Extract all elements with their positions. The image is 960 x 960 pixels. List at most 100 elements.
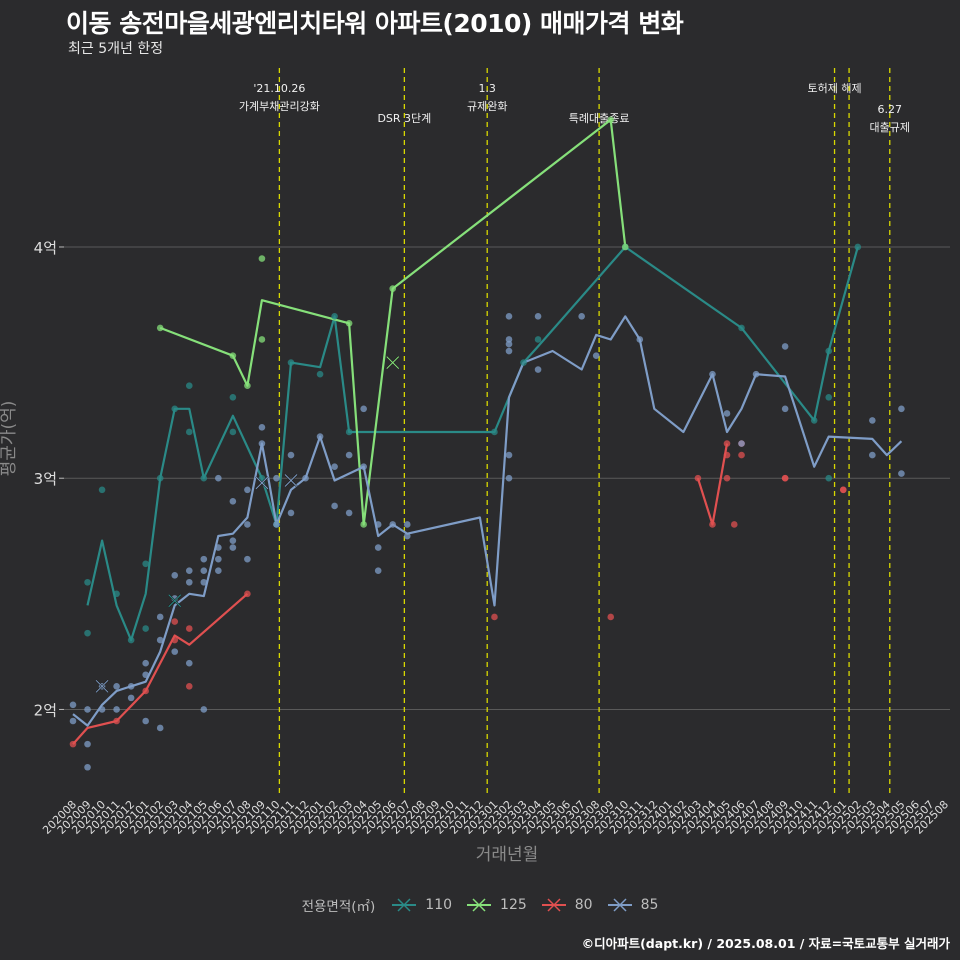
data-point-85 (258, 424, 266, 431)
data-point-110 (113, 590, 120, 598)
data-point-85 (389, 521, 397, 528)
data-point-85 (84, 706, 91, 713)
data-point-110 (98, 486, 106, 494)
y-tick-label: 4억 (34, 239, 57, 257)
x-marker-stroke (284, 474, 298, 487)
data-point-85 (345, 509, 353, 517)
legend-item-110[interactable]: 110 (391, 896, 452, 914)
data-point-110 (810, 417, 818, 424)
chart-title: 이동 송전마을세광엔리치타워 아파트(2010) 매매가격 변화 (66, 9, 684, 38)
data-point-85 (98, 706, 106, 713)
data-point-85 (898, 470, 905, 477)
data-point-85 (229, 537, 237, 544)
data-point-110 (345, 428, 353, 436)
data-point-85 (142, 671, 149, 679)
data-point-85 (403, 521, 411, 528)
data-point-80 (709, 521, 716, 528)
data-point-110 (491, 428, 498, 436)
data-point-125 (389, 285, 397, 292)
data-point-80 (607, 613, 615, 621)
data-point-85 (185, 567, 193, 575)
legend-key-80-icon (541, 898, 566, 912)
data-point-85 (69, 717, 77, 725)
x-marker-85 (284, 473, 298, 488)
legend-item-125[interactable]: 125 (466, 896, 527, 914)
data-point-80 (244, 590, 251, 598)
data-point-85 (534, 313, 542, 320)
data-point-85 (578, 313, 585, 320)
legend-item-80[interactable]: 80 (541, 896, 593, 914)
data-point-85 (505, 336, 513, 343)
event-label: 토허제 해제 (807, 81, 861, 95)
x-marker-stroke (386, 356, 400, 369)
data-point-85 (156, 613, 164, 621)
event-label: 대출규제 (870, 121, 910, 134)
data-point-85 (200, 567, 208, 575)
data-point-85 (360, 405, 367, 413)
x-marker-stroke (168, 594, 182, 608)
data-point-85 (142, 659, 149, 667)
data-point-110 (142, 625, 149, 632)
data-point-85 (273, 474, 280, 482)
data-point-125 (229, 352, 237, 359)
data-point-85 (302, 474, 309, 482)
data-point-110 (84, 578, 91, 586)
data-point-85 (360, 463, 367, 470)
data-point-85 (505, 474, 513, 482)
data-point-110 (142, 560, 149, 568)
marker-layer (95, 355, 400, 694)
data-point-80 (738, 451, 745, 459)
data-point-80 (723, 440, 731, 447)
data-point-110 (156, 474, 164, 482)
series-line-80 (696, 443, 729, 526)
data-point-110 (331, 313, 338, 320)
data-point-85 (331, 463, 338, 470)
data-point-85 (316, 433, 324, 440)
data-point-85 (127, 683, 135, 690)
event-label: 1.3 (478, 82, 496, 95)
data-point-85 (898, 405, 905, 413)
data-point-125 (345, 319, 353, 327)
legend-label-80: 80 (574, 897, 593, 913)
data-point-85 (84, 740, 91, 748)
data-point-80 (113, 717, 120, 725)
data-point-85 (781, 343, 789, 350)
legend-label-85: 85 (640, 897, 659, 913)
event-label: 특례대출종료 (569, 112, 630, 125)
data-point-85 (171, 572, 179, 579)
data-point-85 (84, 763, 91, 771)
data-point-85 (505, 340, 513, 348)
x-marker-110 (168, 594, 182, 608)
data-point-85 (869, 451, 876, 459)
data-point-125 (156, 324, 164, 332)
series-line-125 (159, 118, 627, 526)
legend-item-85[interactable]: 85 (607, 896, 659, 914)
data-point-110 (229, 393, 237, 401)
x-marker-85 (95, 679, 109, 694)
data-point-85 (215, 474, 222, 482)
data-point-80 (694, 474, 702, 482)
data-point-85 (723, 410, 731, 417)
data-point-110 (171, 405, 179, 413)
data-point-110 (854, 243, 862, 251)
legend-key-125-icon (467, 898, 492, 912)
legend-title: 전용면적(㎡) (301, 899, 376, 915)
legend-key-cross (547, 898, 561, 912)
data-point-85 (244, 555, 251, 563)
point-layer (69, 116, 905, 771)
data-point-85 (273, 521, 280, 528)
data-point-80 (491, 613, 498, 621)
data-point-85 (113, 683, 120, 690)
data-point-80 (171, 618, 179, 625)
data-point-85 (215, 567, 222, 575)
data-point-85 (709, 370, 716, 378)
data-point-85 (592, 352, 600, 359)
data-point-85 (215, 555, 222, 563)
data-point-125 (360, 521, 367, 528)
data-point-85 (869, 417, 876, 424)
legend-key-110-icon (392, 898, 417, 912)
data-point-125 (244, 382, 251, 390)
x-marker-stroke (255, 476, 269, 490)
data-point-85 (69, 701, 77, 709)
